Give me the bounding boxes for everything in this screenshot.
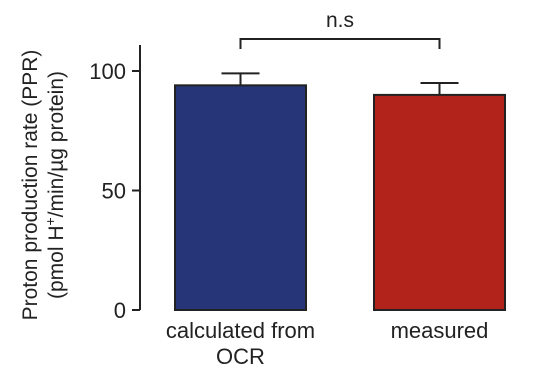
significance-label: n.s (326, 9, 354, 32)
x-tick-label-1-0: measured (391, 318, 489, 343)
x-tick-label-0-0: calculated from (166, 318, 315, 343)
bar-0 (174, 84, 307, 311)
y-axis-title-line1: Proton production rate (PPR) (19, 50, 42, 321)
y-axis-title-line2: (pmol H+/min/µg protein) (42, 71, 68, 299)
bar-1 (373, 93, 506, 312)
y-tick-label-100: 100 (89, 59, 126, 84)
y-tick-label-50: 50 (102, 179, 126, 204)
x-tick-label-0-1: OCR (216, 344, 265, 369)
y-axis-title: Proton production rate (PPR) (pmol H+/mi… (19, 50, 68, 321)
significance-bracket (239, 38, 441, 49)
y-tick-label-0: 0 (114, 298, 126, 323)
